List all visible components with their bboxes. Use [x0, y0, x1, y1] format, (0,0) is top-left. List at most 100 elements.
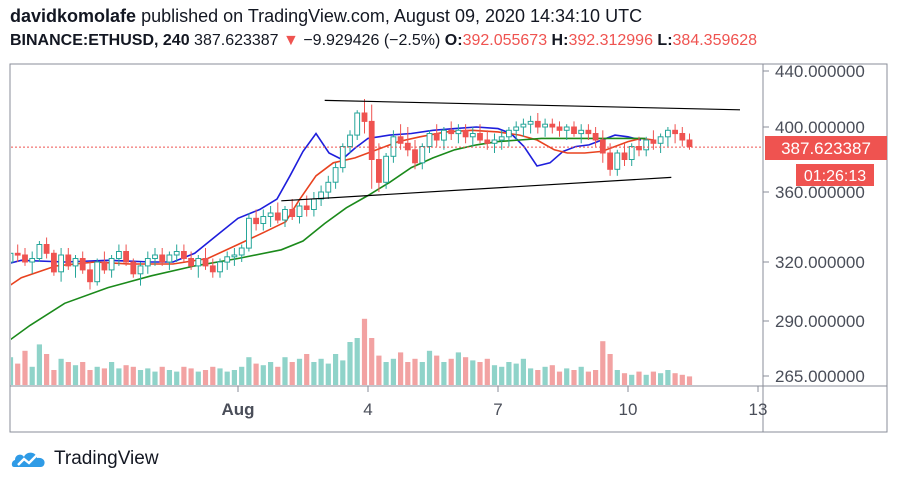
candle-body [87, 269, 93, 283]
candle-body [108, 258, 115, 271]
volume-bar [434, 355, 440, 385]
volume-bar [528, 368, 534, 385]
author-name[interactable]: davidkomolafe [10, 6, 137, 26]
candle-body [361, 112, 368, 122]
volume-bar [499, 366, 505, 385]
volume-bar [419, 362, 425, 385]
volume-bar [535, 370, 541, 385]
down-arrow-icon: ▼ [283, 32, 299, 49]
volume-bar [166, 370, 172, 385]
candle-body [195, 258, 202, 267]
publish-info: davidkomolafe published on TradingView.c… [10, 6, 642, 27]
volume-bar [275, 366, 281, 385]
volume-bar [484, 358, 490, 385]
volume-bar [51, 370, 57, 385]
volume-bar [282, 357, 288, 385]
volume-bar [376, 355, 382, 385]
volume-bar [470, 360, 476, 385]
candle-body [578, 129, 585, 135]
candle-body [36, 244, 43, 259]
candle-body [534, 120, 541, 128]
volume-bar [72, 365, 79, 385]
volume-bar [477, 362, 483, 385]
volume-bar [614, 370, 620, 385]
candle-body [368, 120, 375, 160]
candle-body [43, 244, 50, 254]
volume-bar [260, 365, 266, 385]
high-label: H: [551, 32, 569, 49]
volume-bar [101, 368, 107, 385]
volume-bar [578, 366, 584, 385]
published-text: published on TradingView.com, August 09,… [141, 6, 643, 26]
candle-body [173, 251, 180, 256]
candle-body [159, 254, 166, 263]
candle-body [657, 136, 664, 144]
volume-bar [354, 338, 360, 385]
candle-body [339, 146, 346, 169]
volume-bar [188, 368, 194, 385]
volume-bar [210, 366, 216, 385]
last-price-tag-bg [765, 136, 887, 160]
candle-body [563, 126, 570, 131]
candle-body [650, 139, 657, 144]
tradingview-brand[interactable]: TradingView [10, 447, 159, 471]
low-value: 384.359628 [672, 32, 758, 49]
volume-bar [137, 370, 144, 385]
candle-body [571, 126, 577, 134]
candle-body [267, 212, 274, 217]
candle-body [253, 217, 259, 225]
time-tick-label: 10 [619, 400, 638, 419]
time-tick-label: 7 [493, 400, 502, 419]
price-tick-label: 265.000000 [775, 367, 865, 386]
volume-bar [253, 363, 259, 385]
candle-body [303, 205, 310, 210]
volume-bar [80, 362, 86, 385]
candle-body [246, 217, 252, 249]
candle-body [441, 129, 447, 141]
candle-body [209, 265, 216, 273]
candle-body [665, 129, 671, 138]
candle-body [679, 133, 686, 141]
volume-bar [109, 362, 115, 385]
candlesticks [1, 99, 693, 290]
time-tick-label: 13 [749, 400, 768, 419]
volume-bar [405, 362, 411, 385]
volume-bar [412, 358, 418, 385]
volume-bar [87, 370, 93, 385]
volume-bar [369, 338, 375, 385]
trendline-1 [324, 99, 741, 111]
volume-bar [325, 363, 331, 385]
candle-body [289, 209, 296, 217]
candle-body [383, 155, 390, 183]
candle-body [347, 134, 353, 148]
volume-bar [333, 354, 339, 385]
candle-body [116, 251, 122, 259]
volume-bar [426, 350, 433, 385]
candle-body [202, 258, 209, 267]
candle-body [1, 246, 6, 262]
candle-body [332, 167, 339, 183]
volume-bar [116, 368, 122, 385]
candle-body [101, 261, 108, 271]
volume-bar [585, 371, 591, 385]
volume-bar [361, 318, 368, 385]
volume-bar [441, 362, 447, 385]
volume-bar [239, 366, 245, 385]
volume-bar [65, 362, 71, 385]
candle-body [404, 142, 411, 151]
symbol-name: BINANCE:ETHUSD, 240 [10, 32, 190, 49]
volume-bar [152, 371, 158, 385]
candle-body [484, 139, 491, 144]
candle-body [152, 254, 158, 259]
candle-body [238, 247, 245, 256]
volume-bar [549, 365, 555, 385]
candle-body [527, 120, 534, 125]
volume-bar [145, 368, 151, 385]
volume-bar [672, 373, 678, 385]
candle-body [607, 152, 614, 170]
trendlines [281, 99, 741, 202]
volume-bar [318, 358, 324, 385]
candle-body [22, 254, 28, 263]
candle-body [614, 152, 621, 170]
